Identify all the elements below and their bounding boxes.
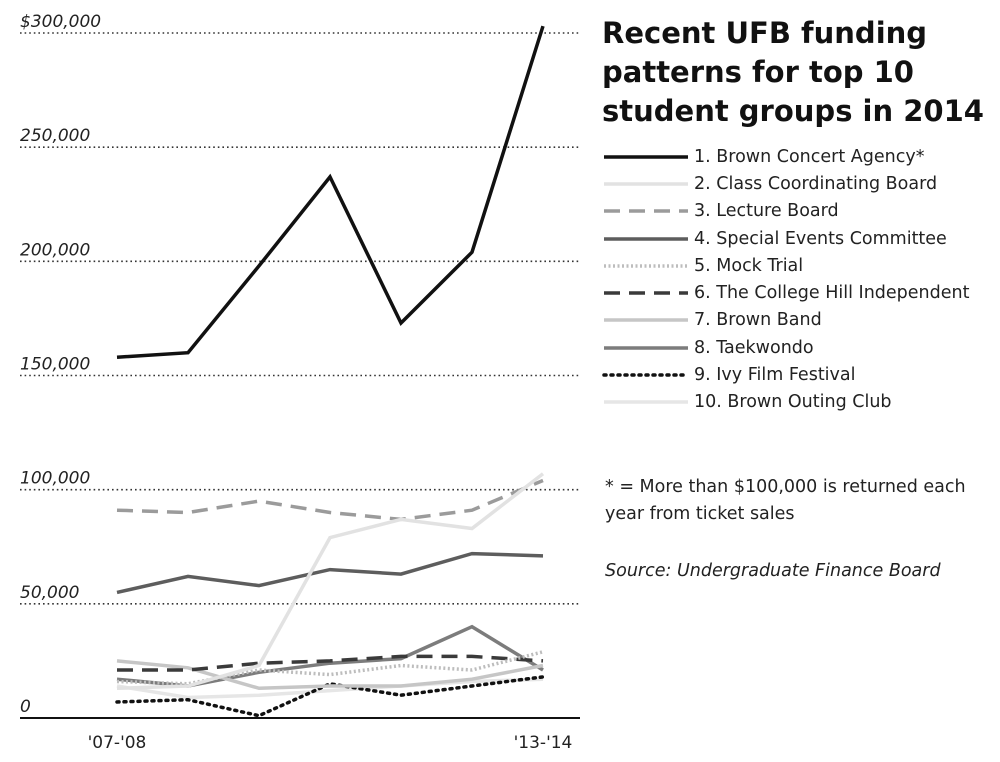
legend-label: 5. Mock Trial <box>694 255 804 276</box>
legend-item-4: 4. Special Events Committee <box>602 225 997 252</box>
series-line-9 <box>115 675 545 718</box>
legend-item-1: 1. Brown Concert Agency* <box>602 143 997 170</box>
legend-item-7: 7. Brown Band <box>602 307 997 334</box>
y-axis-ticks: 0 50,000 100,000 150,000 200,000 250,000 $300,… <box>20 12 101 717</box>
series-lines <box>115 25 545 718</box>
legend-label: 8. Taekwondo <box>694 337 814 358</box>
legend-item-2: 2. Class Coordinating Board <box>602 170 997 197</box>
legend-swatch <box>604 154 688 159</box>
legend-swatch <box>604 291 688 295</box>
legend-item-6: 6. The College Hill Independent <box>602 279 997 306</box>
series-line-1 <box>116 25 545 359</box>
y-tick-label: 100,000 <box>20 469 90 489</box>
legend-swatch <box>604 345 688 350</box>
y-tick-label: $300,000 <box>20 12 101 32</box>
series-line-3 <box>116 478 544 522</box>
legend-label: 9. Ivy Film Festival <box>694 365 856 386</box>
legend-item-5: 5. Mock Trial <box>602 252 997 279</box>
legend-swatch <box>604 236 688 241</box>
legend-swatch <box>604 264 688 268</box>
y-tick-label: 200,000 <box>20 240 90 260</box>
y-tick-label: 250,000 <box>20 126 90 146</box>
legend-item-10: 10. Brown Outing Club <box>602 389 997 416</box>
series-line-2 <box>116 472 545 691</box>
legend-label: 6. The College Hill Independent <box>694 283 970 304</box>
chart-title: Recent UFB funding patterns for top 10 s… <box>602 16 984 128</box>
series-line-6 <box>117 654 544 672</box>
legend-item-8: 8. Taekwondo <box>602 334 997 361</box>
legend-label: 10. Brown Outing Club <box>694 392 892 413</box>
series-line-5 <box>116 650 544 686</box>
x-tick-label: '07-'08 <box>88 733 147 753</box>
gridlines <box>20 32 580 605</box>
source-note: Source: Undergraduate Finance Board <box>605 561 941 581</box>
series-line-10 <box>116 677 544 700</box>
legend-item-9: 9. Ivy Film Festival <box>602 361 997 388</box>
legend-label: 3. Lecture Board <box>694 201 839 222</box>
legend-label: 7. Brown Band <box>694 310 822 331</box>
legend-swatch <box>604 209 688 213</box>
y-tick-label: 0 <box>20 697 31 717</box>
y-tick-label: 150,000 <box>20 355 90 375</box>
legend-item-3: 3. Lecture Board <box>602 198 997 225</box>
legend: 1. Brown Concert Agency* 2. Class Coordin… <box>602 143 997 416</box>
legend-swatch <box>604 182 688 186</box>
line-chart: 0 50,000 100,000 150,000 200,000 250,000 $300,… <box>20 12 580 753</box>
legend-label: 1. Brown Concert Agency* <box>694 146 925 167</box>
legend-label: 4. Special Events Committee <box>694 228 947 249</box>
legend-label: 2. Class Coordinating Board <box>694 173 938 194</box>
legend-swatch <box>604 318 688 323</box>
legend-swatch <box>604 400 688 405</box>
series-line-4 <box>116 551 544 595</box>
footnote: * = More than $100,000 is returned each … <box>605 477 966 524</box>
x-tick-label: '13-'14 <box>514 733 573 753</box>
legend-swatch <box>602 373 690 377</box>
x-axis-ticks: '07-'08 '13-'14 <box>88 733 573 753</box>
y-tick-label: 50,000 <box>20 583 79 603</box>
series-line-7 <box>116 659 544 691</box>
